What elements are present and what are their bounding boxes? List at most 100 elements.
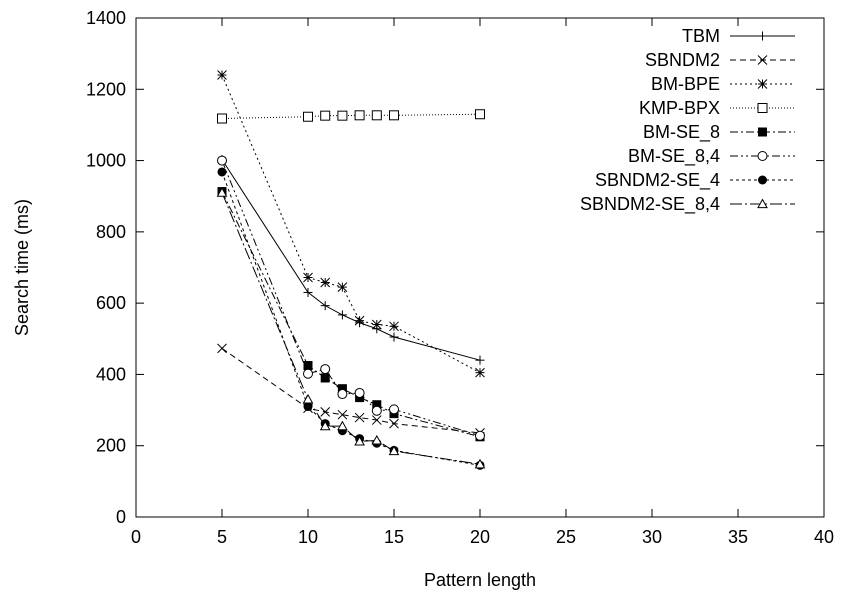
series-3 — [217, 109, 485, 124]
legend-label: SBNDM2-SE_8,4 — [580, 194, 720, 215]
legend-swatch-marker — [757, 103, 768, 113]
data-point — [337, 282, 348, 292]
legend-entry: SBNDM2-SE_4 — [595, 170, 795, 191]
data-point — [319, 420, 331, 431]
data-point — [389, 404, 399, 415]
data-point — [371, 319, 382, 330]
data-point — [320, 301, 330, 311]
legend-label: SBNDM2 — [645, 50, 720, 70]
data-point — [217, 343, 227, 354]
data-point — [371, 405, 382, 416]
plot-frame — [135, 17, 825, 518]
axis-ticks — [135, 17, 825, 518]
data-point — [372, 400, 382, 410]
data-point — [303, 287, 313, 297]
data-point — [303, 111, 313, 122]
x-tick-label: 10 — [298, 527, 318, 547]
y-tick-label: 1200 — [86, 79, 126, 99]
series-0 — [217, 155, 485, 365]
legend-swatch-marker — [757, 151, 768, 161]
x-tick-label: 15 — [384, 527, 404, 547]
legend-swatch-marker — [757, 55, 768, 65]
x-tick-label: 30 — [642, 527, 662, 547]
data-point — [389, 321, 399, 332]
data-point — [371, 110, 382, 121]
x-tick-label: 40 — [814, 527, 834, 547]
data-point — [475, 355, 485, 365]
data-point — [303, 361, 313, 371]
series-layer — [216, 70, 486, 470]
data-point — [302, 393, 314, 404]
series-line — [221, 192, 481, 465]
data-point — [303, 402, 313, 412]
data-point — [320, 373, 330, 383]
data-point — [337, 110, 348, 121]
data-point — [354, 435, 365, 446]
plot-border — [135, 17, 825, 518]
y-axis-label: Search time (ms) — [12, 199, 32, 336]
data-point — [475, 109, 485, 120]
series-7 — [216, 187, 486, 469]
data-point — [320, 110, 331, 121]
y-tick-label: 600 — [96, 293, 126, 313]
data-point — [371, 434, 383, 445]
data-point — [303, 368, 313, 379]
legend-label: BM-SE_8,4 — [628, 146, 720, 167]
series-line — [221, 191, 481, 438]
legend-swatch-marker — [757, 79, 768, 89]
data-point — [389, 418, 399, 429]
data-point — [371, 415, 382, 425]
y-tick-label: 800 — [96, 222, 126, 242]
series-line — [221, 113, 481, 120]
data-point — [320, 277, 331, 288]
data-point — [320, 407, 331, 417]
legend: TBM SBNDM2 BM-BPE KMP-BPX BM-SE_8 BM-SE_8,4 SB… — [580, 26, 795, 215]
legend-label: BM-BPE — [651, 74, 720, 94]
series-line — [221, 74, 481, 374]
data-point — [337, 389, 348, 400]
legend-entry: BM-BPE — [651, 74, 795, 94]
legend-label: SBNDM2-SE_4 — [595, 170, 720, 191]
y-tick-label: 0 — [116, 507, 126, 527]
data-point — [354, 315, 365, 326]
data-point — [217, 70, 227, 80]
y-tick-label: 200 — [96, 436, 126, 456]
data-point — [354, 412, 365, 423]
legend-entry: BM-SE_8,4 — [628, 146, 795, 167]
y-tick-label: 400 — [96, 364, 126, 384]
legend-entry: TBM — [682, 26, 795, 46]
data-point — [217, 167, 227, 177]
legend-swatch-marker — [758, 127, 767, 137]
legend-swatch-marker — [757, 198, 768, 209]
series-line — [221, 347, 481, 434]
legend-swatch-marker — [758, 175, 767, 185]
data-point — [303, 272, 313, 283]
legend-entry: SBNDM2 — [645, 50, 795, 70]
data-point — [217, 113, 227, 124]
legend-label: KMP-BPX — [639, 98, 720, 118]
data-point — [389, 332, 399, 342]
y-tick-label: 1400 — [86, 8, 126, 28]
series-line — [221, 159, 481, 361]
data-point — [216, 187, 228, 197]
x-tick-label: 20 — [470, 527, 490, 547]
legend-label: TBM — [682, 26, 720, 46]
legend-entry: SBNDM2-SE_8,4 — [580, 194, 795, 215]
x-tick-label: 25 — [556, 527, 576, 547]
x-tick-label: 0 — [131, 527, 141, 547]
series-4 — [217, 187, 485, 442]
data-point — [337, 420, 348, 431]
data-point — [474, 458, 486, 469]
data-point — [388, 445, 400, 456]
data-point — [354, 110, 365, 121]
x-tick-label: 35 — [728, 527, 748, 547]
data-point — [337, 409, 348, 420]
series-2 — [217, 70, 485, 378]
x-axis-label: Pattern length — [424, 570, 536, 590]
series-1 — [217, 343, 485, 438]
x-tick-label: 5 — [217, 527, 227, 547]
data-point — [337, 310, 347, 320]
data-point — [337, 384, 347, 394]
tick-labels: 0 5 10 15 20 25 30 35 40020040060080010001200140… — [86, 8, 834, 547]
